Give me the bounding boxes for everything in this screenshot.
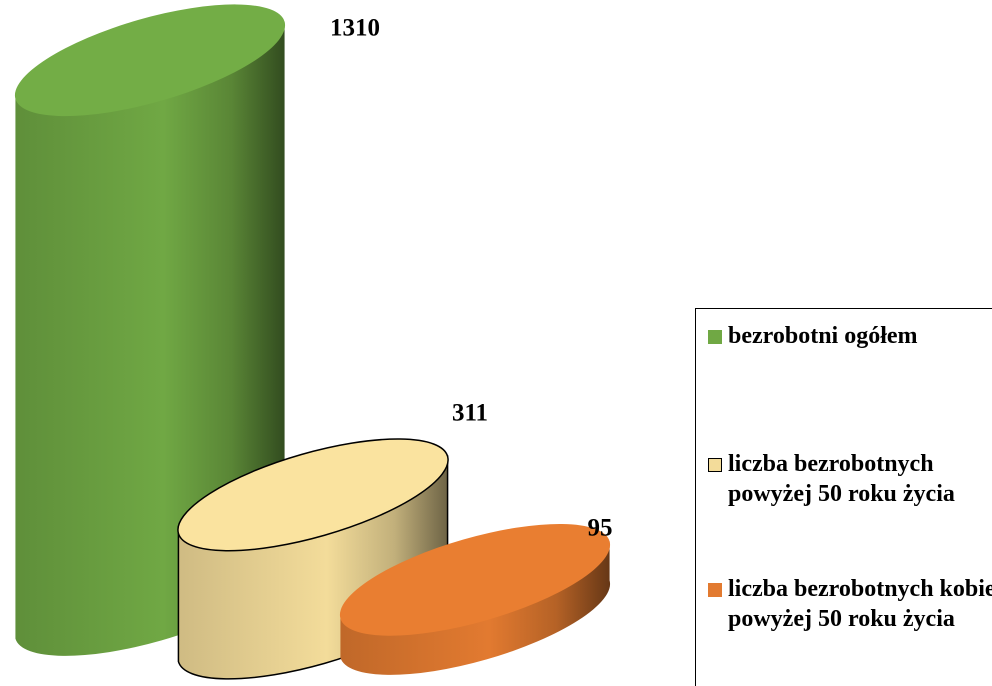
legend-swatch: [708, 583, 722, 597]
legend-swatch: [708, 330, 722, 344]
legend-label: bezrobotni ogółem: [728, 323, 918, 349]
bar-top: [14, 4, 286, 117]
bar-top: [177, 438, 449, 552]
legend-item: liczba bezrobotnych kobiet powyżej 50 ro…: [708, 574, 992, 634]
bar-top: [339, 524, 611, 636]
legend: bezrobotni ogółem liczba bezrobotnych pow…: [695, 308, 992, 686]
legend-swatch: [708, 458, 722, 472]
data-label: 95: [588, 515, 613, 542]
legend-item: bezrobotni ogółem: [708, 321, 992, 351]
data-label: 1310: [330, 15, 380, 42]
data-label: 311: [452, 400, 488, 427]
legend-label: liczba bezrobotnych powyżej 50 roku życi…: [728, 451, 955, 507]
legend-item: liczba bezrobotnych powyżej 50 roku życi…: [708, 449, 992, 509]
legend-label: liczba bezrobotnych kobiet powyżej 50 ro…: [728, 576, 992, 632]
